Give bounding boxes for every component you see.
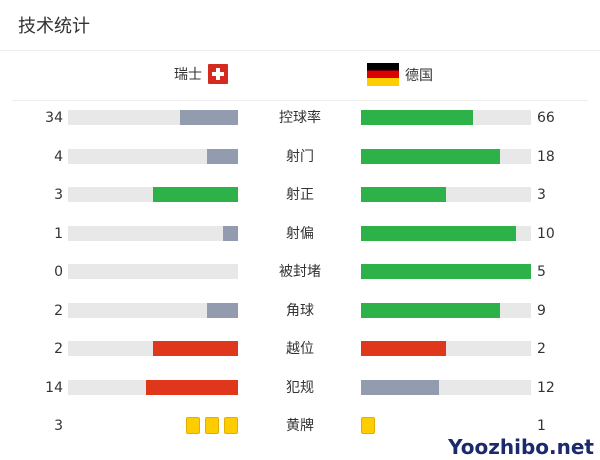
home-bar bbox=[68, 379, 238, 395]
stat-row: 14 犯规 12 bbox=[0, 378, 600, 398]
away-bar bbox=[361, 302, 531, 318]
home-bar-fill bbox=[146, 379, 238, 395]
stat-label: 被封堵 bbox=[279, 264, 321, 280]
stat-row: 34 控球率 66 bbox=[0, 108, 600, 128]
home-value: 4 bbox=[54, 148, 63, 165]
stat-label: 黄牌 bbox=[286, 418, 314, 434]
home-bar bbox=[68, 225, 238, 241]
home-bar bbox=[68, 148, 238, 164]
away-value: 9 bbox=[537, 302, 546, 319]
away-value: 3 bbox=[537, 187, 546, 203]
home-team-name: 瑞士 bbox=[174, 67, 202, 83]
home-value: 1 bbox=[54, 225, 63, 242]
away-value: 12 bbox=[537, 379, 555, 396]
home-bar-fill bbox=[153, 341, 238, 356]
home-value: 3 bbox=[54, 187, 63, 203]
stat-row-yellow-cards: 3 黄牌 1 bbox=[0, 416, 600, 436]
home-value: 2 bbox=[54, 302, 63, 319]
away-bar bbox=[361, 225, 531, 241]
home-value: 34 bbox=[45, 110, 63, 126]
section-title: 技术统计 bbox=[18, 16, 90, 37]
home-bar-fill bbox=[222, 225, 238, 241]
away-value: 2 bbox=[537, 341, 546, 357]
away-cards bbox=[361, 417, 375, 434]
stat-label: 控球率 bbox=[279, 110, 321, 126]
home-value: 3 bbox=[54, 418, 63, 434]
home-value: 2 bbox=[54, 341, 63, 357]
away-team: 德国 bbox=[367, 63, 433, 86]
away-value: 66 bbox=[537, 110, 555, 126]
away-bar-fill bbox=[361, 379, 440, 395]
away-bar-fill bbox=[361, 302, 501, 318]
stat-label: 射偏 bbox=[286, 225, 314, 242]
away-value: 1 bbox=[537, 418, 546, 434]
yellow-card-icon bbox=[224, 417, 238, 434]
away-value: 5 bbox=[537, 264, 546, 280]
home-bar bbox=[68, 264, 238, 279]
stat-row: 2 角球 9 bbox=[0, 301, 600, 321]
stat-label: 角球 bbox=[286, 302, 314, 319]
switzerland-flag-icon bbox=[208, 64, 228, 84]
home-value: 0 bbox=[54, 264, 63, 280]
stat-row: 4 射门 18 bbox=[0, 147, 600, 167]
home-bar-fill bbox=[180, 110, 238, 125]
home-bar-fill bbox=[207, 148, 238, 164]
away-bar bbox=[361, 110, 531, 125]
home-bar bbox=[68, 341, 238, 356]
home-bar-fill bbox=[153, 187, 238, 202]
away-bar bbox=[361, 341, 531, 356]
divider bbox=[12, 100, 588, 101]
home-value: 14 bbox=[45, 379, 63, 396]
stat-row: 0 被封堵 5 bbox=[0, 262, 600, 282]
away-bar-fill bbox=[361, 225, 516, 241]
away-bar-fill bbox=[361, 110, 474, 125]
stat-label: 犯规 bbox=[286, 379, 314, 396]
away-bar bbox=[361, 187, 531, 202]
stat-row: 2 越位 2 bbox=[0, 339, 600, 359]
away-bar bbox=[361, 264, 531, 279]
home-cards bbox=[186, 417, 238, 434]
away-bar bbox=[361, 148, 531, 164]
home-team: 瑞士 bbox=[174, 64, 228, 84]
away-bar-fill bbox=[361, 187, 446, 202]
stat-label: 射门 bbox=[286, 148, 314, 165]
away-bar-fill bbox=[361, 341, 446, 356]
germany-flag-icon bbox=[367, 63, 399, 86]
yellow-card-icon bbox=[205, 417, 219, 434]
stat-label: 射正 bbox=[286, 187, 314, 203]
yellow-card-icon bbox=[186, 417, 200, 434]
stat-label: 越位 bbox=[286, 341, 314, 357]
away-team-name: 德国 bbox=[405, 67, 433, 84]
watermark: Yoozhibo.net bbox=[448, 435, 594, 459]
away-bar bbox=[361, 379, 531, 395]
home-bar bbox=[68, 302, 238, 318]
away-value: 10 bbox=[537, 225, 555, 242]
home-bar bbox=[68, 187, 238, 202]
away-bar-fill bbox=[361, 264, 531, 279]
stat-row: 3 射正 3 bbox=[0, 185, 600, 205]
stat-row: 1 射偏 10 bbox=[0, 224, 600, 244]
away-bar-fill bbox=[361, 148, 501, 164]
divider bbox=[0, 50, 600, 51]
yellow-card-icon bbox=[361, 417, 375, 434]
home-bar bbox=[68, 110, 238, 125]
away-value: 18 bbox=[537, 148, 555, 165]
home-bar-fill bbox=[207, 302, 238, 318]
